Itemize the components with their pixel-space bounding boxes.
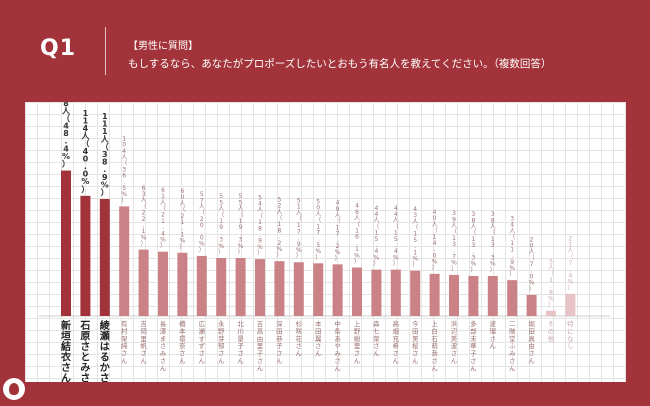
data-label-23: 3 8 人（ 1 3. 3%） — [490, 211, 496, 274]
bar-13 — [293, 262, 304, 316]
data-label-2: 1 1 4 人（ 4 0. 0%） — [81, 109, 90, 194]
bar-6 — [158, 251, 168, 316]
category-label-25: 堀田真由さん — [528, 319, 535, 365]
data-label-22: 3 8 人（ 1 3. 3%） — [470, 211, 476, 274]
bar-25 — [526, 294, 537, 316]
bar-24 — [507, 280, 518, 316]
question-text: もしするなら、あなたがプロポーズしたいとおもう有名人を教えてください。（複数回答… — [128, 58, 552, 70]
bar-23 — [487, 275, 498, 316]
category-label-15: 中条あやみさん — [334, 319, 341, 372]
bar-12 — [274, 261, 285, 316]
category-label-27: 特になし — [567, 319, 574, 350]
bar-18 — [390, 269, 401, 316]
data-label-7: 6 0 人（ 2 1. 1%） — [179, 188, 185, 251]
bar-4 — [119, 206, 130, 316]
category-label-22: 多部未華子さん — [470, 319, 477, 372]
bar-2 — [80, 195, 91, 316]
category-label-16: 上野樹里さん — [354, 319, 361, 365]
category-label-14: 本田翼さん — [315, 319, 322, 358]
category-label-6: 長澤まさみさん — [160, 320, 167, 372]
data-label-9: 5 5 人（ 1 9. 3%） — [218, 193, 224, 256]
bar-11 — [255, 259, 265, 316]
data-label-4: 1 0 4 人（ 3 6. 5%） — [121, 135, 127, 204]
category-label-10: 北川景子さん — [237, 320, 244, 365]
logo-icon — [3, 378, 25, 400]
bar-21 — [449, 274, 459, 316]
data-label-1: 138人（48.4%） — [62, 102, 71, 169]
bar-20 — [429, 273, 440, 316]
data-label-21: 3 9 人（ 1 3. 7%） — [451, 210, 457, 273]
data-label-12: 5 2 人（ 1 8. 2%） — [276, 196, 282, 259]
data-label-14: 5 0 人（ 1 7. 5%） — [315, 199, 321, 262]
data-label-16: 4 6 人（ 1 6. 1%） — [354, 203, 360, 266]
data-label-18: 4 4 人（ 1 5. 4%） — [393, 205, 399, 268]
category-label-4: 有村架純さん — [121, 319, 128, 365]
data-label-27: 2 1 人（ 7. 4%） — [567, 235, 573, 292]
bar-14 — [313, 263, 324, 316]
data-label-24: 3 4 人（ 1 1. 9%） — [509, 215, 515, 278]
category-label-2: 石原さとみさん — [79, 320, 90, 382]
category-label-17: 森七菜さん — [373, 319, 380, 358]
bar-19 — [410, 270, 421, 316]
bar-26 — [546, 310, 556, 316]
data-label-20: 4 0 人（ 1 4. 0%） — [432, 209, 438, 272]
data-label-25: 2 0 人（ 7. 0%） — [529, 236, 535, 293]
question-number: Q1 — [40, 36, 77, 61]
category-label-23: 波瑠さん — [490, 319, 497, 350]
bar-8 — [196, 255, 207, 316]
category-label-24: 二階堂ふみさん — [509, 320, 516, 372]
bar-17 — [371, 269, 382, 316]
data-label-17: 4 4 人（ 1 5. 4%） — [373, 205, 379, 268]
category-label-18: 高畑充希さん — [393, 319, 400, 365]
data-label-26: 5 人（ 1. 8%） — [548, 258, 554, 308]
bar-15 — [332, 264, 343, 316]
category-label-21: 浜辺美波さん — [451, 319, 458, 365]
category-label-8: 広瀬すずさん — [199, 319, 206, 365]
bar-10 — [235, 258, 246, 316]
data-label-3: 1 1 1 人（ 3 8. 9%） — [101, 112, 110, 197]
bar-3 — [99, 199, 110, 316]
bar-7 — [177, 252, 188, 316]
category-label-5: 吉岡里帆さん — [140, 320, 147, 365]
category-label-1: 新垣結衣さん — [61, 319, 71, 382]
data-label-13: 5 1 人（ 1 7. 9%） — [296, 197, 302, 260]
category-label-12: 深田恭子さん — [276, 319, 283, 365]
category-label-13: 杉咲花さん — [296, 319, 303, 358]
data-label-11: 5 4 人（ 1 8. 9%） — [257, 194, 263, 257]
bar-1 — [61, 170, 71, 316]
category-label-7: 橋本環奈さん — [179, 319, 186, 365]
data-label-8: 5 7 人（ 2 0. 0%） — [199, 191, 205, 254]
category-label-19: 今田美桜さん — [412, 319, 419, 365]
bar-9 — [216, 258, 227, 316]
category-label-26: その他 — [548, 320, 555, 343]
bar-27 — [565, 293, 576, 316]
bar-16 — [352, 267, 362, 316]
question-subtitle: 【男性に質問】 — [128, 41, 198, 52]
category-label-3: 綾瀬はるかさん — [100, 319, 111, 382]
data-label-5: 6 3 人（ 2 2. 1%） — [141, 185, 147, 248]
category-label-9: 永野芽郁さん — [218, 319, 225, 365]
bar-5 — [138, 249, 149, 316]
category-label-20: 上白石萌音さん — [431, 319, 438, 372]
data-label-6: 6 1 人（ 2 1. 4%） — [160, 187, 166, 250]
category-label-11: 吉高由里子さん — [257, 320, 264, 372]
data-label-15: 4 9 人（ 1 7. 2%） — [335, 200, 341, 263]
header-divider — [105, 27, 106, 75]
header: Q1 【男性に質問】 もしするなら、あなたがプロポーズしたいとおもう有名人を教え… — [0, 0, 650, 100]
data-label-19: 4 3 人（ 1 5. 1%） — [412, 206, 418, 269]
data-label-10: 5 5 人（ 1 9. 3%） — [238, 193, 244, 256]
bar-22 — [468, 275, 479, 316]
